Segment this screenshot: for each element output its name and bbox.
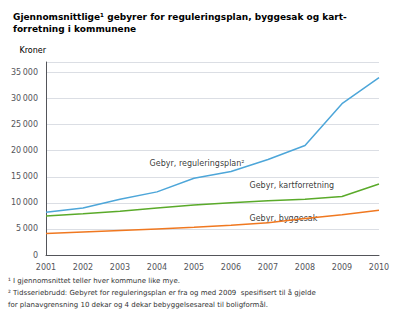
svg-text:35 000: 35 000	[11, 68, 38, 77]
svg-text:2002: 2002	[73, 263, 93, 272]
svg-text:15 000: 15 000	[11, 172, 38, 181]
svg-text:² Tidsseriebrudd: Gebyret for: ² Tidsseriebrudd: Gebyret for regulering…	[8, 288, 316, 297]
svg-text:2001: 2001	[36, 263, 56, 272]
svg-text:2008: 2008	[295, 263, 315, 272]
svg-text:Gjennomsnittlige¹ gebyrer for: Gjennomsnittlige¹ gebyrer for regulering…	[13, 12, 347, 22]
svg-text:2007: 2007	[258, 263, 278, 272]
svg-text:for planavgrensning 10 dekar o: for planavgrensning 10 dekar og 4 dekar …	[8, 300, 268, 309]
svg-text:Gebyr, reguleringsplan²: Gebyr, reguleringsplan²	[150, 159, 245, 168]
svg-text:Kroner: Kroner	[19, 46, 46, 55]
svg-text:10 000: 10 000	[11, 198, 38, 207]
svg-text:2004: 2004	[147, 263, 167, 272]
svg-text:0: 0	[33, 251, 38, 260]
svg-text:25 000: 25 000	[11, 120, 38, 129]
svg-text:Gebyr, byggesak: Gebyr, byggesak	[249, 214, 318, 223]
svg-text:forretning i kommunene: forretning i kommunene	[13, 24, 136, 34]
svg-text:30 000: 30 000	[11, 94, 38, 103]
svg-text:2006: 2006	[221, 263, 241, 272]
svg-text:¹ I gjennomsnittet teller hver: ¹ I gjennomsnittet teller hver kommune l…	[8, 277, 180, 285]
svg-text:5 000: 5 000	[16, 224, 38, 233]
svg-text:2010: 2010	[369, 263, 389, 272]
svg-text:2009: 2009	[332, 263, 352, 272]
svg-text:Gebyr, kartforretning: Gebyr, kartforretning	[250, 181, 335, 190]
svg-text:2005: 2005	[184, 263, 204, 272]
svg-text:2003: 2003	[110, 263, 130, 272]
svg-text:20 000: 20 000	[11, 146, 38, 155]
